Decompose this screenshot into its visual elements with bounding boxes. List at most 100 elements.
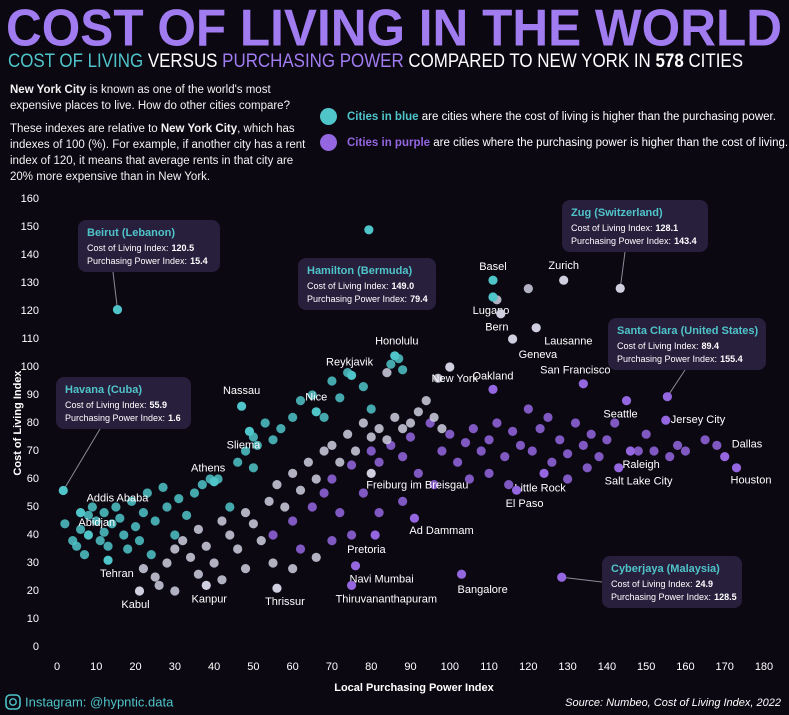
point	[185, 552, 196, 563]
note-bold: New York City	[160, 123, 238, 135]
point	[58, 485, 68, 496]
point	[319, 412, 329, 422]
y-tick-label: 60	[27, 473, 39, 485]
callout-field: Cost of Living Index:	[617, 341, 699, 351]
callout-line: Cost of Living Index: 120.5	[87, 243, 194, 253]
point	[150, 516, 160, 526]
city-label: Navi Mumbai	[350, 574, 414, 586]
point	[382, 435, 392, 445]
callout-field: Cost of Living Index:	[65, 400, 147, 410]
point	[240, 507, 251, 518]
point	[563, 474, 573, 484]
city-label: Lausanne	[544, 336, 592, 348]
point	[625, 446, 636, 456]
x-tick-label: 100	[441, 661, 459, 673]
point	[621, 396, 632, 406]
point	[319, 446, 329, 456]
callout-field: Purchasing Power Index:	[307, 294, 407, 304]
point	[295, 396, 306, 406]
y-tick-label: 80	[27, 417, 39, 429]
callout-title: Beirut (Lebanon)	[87, 227, 175, 239]
point	[672, 440, 683, 450]
point	[445, 429, 455, 439]
point	[288, 564, 298, 574]
point	[374, 457, 384, 467]
city-label: Thiruvananthapuram	[336, 593, 438, 605]
point	[535, 424, 545, 434]
point	[311, 552, 321, 563]
y-tick-label: 20	[27, 585, 39, 597]
subtitle-part: PURCHASING POWER	[222, 51, 404, 72]
point	[209, 477, 219, 487]
point	[386, 359, 396, 369]
x-tick-label: 150	[637, 661, 655, 673]
callout-line: Purchasing Power Index: 128.5	[611, 592, 737, 602]
point	[237, 401, 247, 411]
subtitle: COST OF LIVING VERSUS PURCHASING POWER C…	[8, 51, 743, 72]
callout-value: 128.5	[714, 592, 737, 602]
city-label: Reykjavik	[326, 356, 374, 368]
city-label: Raleigh	[622, 459, 659, 471]
city-label: Ad Dammam	[409, 525, 473, 537]
city-label: Oakland	[472, 370, 513, 382]
point	[720, 452, 730, 462]
point	[162, 558, 172, 568]
callout-title: Havana (Cuba)	[65, 384, 142, 396]
y-tick-label: 120	[21, 305, 39, 317]
callout-value: 15.4	[190, 256, 208, 266]
leader-line	[561, 576, 603, 583]
y-tick-label: 130	[21, 277, 39, 289]
callout-line: Cost of Living Index: 128.1	[571, 223, 678, 233]
point	[398, 496, 408, 506]
x-tick-label: 70	[326, 661, 338, 673]
x-tick-label: 10	[90, 661, 102, 673]
point	[240, 446, 251, 456]
point	[233, 544, 243, 554]
note: These indexes are relative to New York C…	[10, 121, 315, 185]
subtitle-part: COST OF LIVING	[8, 51, 143, 72]
point	[276, 424, 286, 434]
point	[374, 507, 384, 518]
point	[150, 572, 160, 582]
city-label: Athens	[191, 463, 226, 475]
callout-line: Cost of Living Index: 24.9	[611, 579, 713, 589]
point	[633, 446, 643, 456]
callout-field: Purchasing Power Index:	[87, 256, 187, 266]
point	[268, 530, 278, 540]
x-axis-label: Local Purchasing Power Index	[334, 682, 494, 694]
point	[358, 488, 368, 498]
callout-field: Cost of Living Index:	[87, 243, 169, 253]
legend-item: Cities in purple are cities where the pu…	[320, 134, 788, 151]
legend-text: are cities where the cost of living is h…	[418, 110, 776, 123]
point	[91, 516, 101, 526]
point	[303, 457, 313, 467]
point	[83, 530, 94, 540]
point	[614, 463, 624, 473]
point	[366, 446, 376, 456]
point	[409, 513, 420, 523]
leader-line	[619, 251, 626, 289]
point	[504, 480, 514, 490]
point	[217, 575, 227, 585]
point	[280, 502, 290, 512]
callout-box	[56, 377, 191, 429]
point	[327, 440, 337, 450]
leader-line	[62, 428, 101, 491]
point	[311, 407, 321, 417]
y-tick-label: 40	[27, 529, 39, 541]
point	[174, 494, 184, 504]
chart-title: COST OF LIVING IN THE WORLD	[6, 0, 782, 58]
point	[295, 485, 306, 495]
point	[134, 586, 145, 596]
callout-line: Purchasing Power Index: 1.6	[65, 413, 181, 423]
point	[75, 507, 86, 518]
point	[570, 418, 581, 428]
point	[272, 480, 282, 490]
point	[111, 502, 121, 512]
y-tick-label: 100	[21, 361, 39, 373]
point	[295, 544, 306, 554]
note-bold: New York City	[10, 84, 87, 96]
y-tick-label: 70	[27, 445, 39, 457]
callout-value: 55.9	[150, 400, 168, 410]
point	[484, 468, 494, 478]
